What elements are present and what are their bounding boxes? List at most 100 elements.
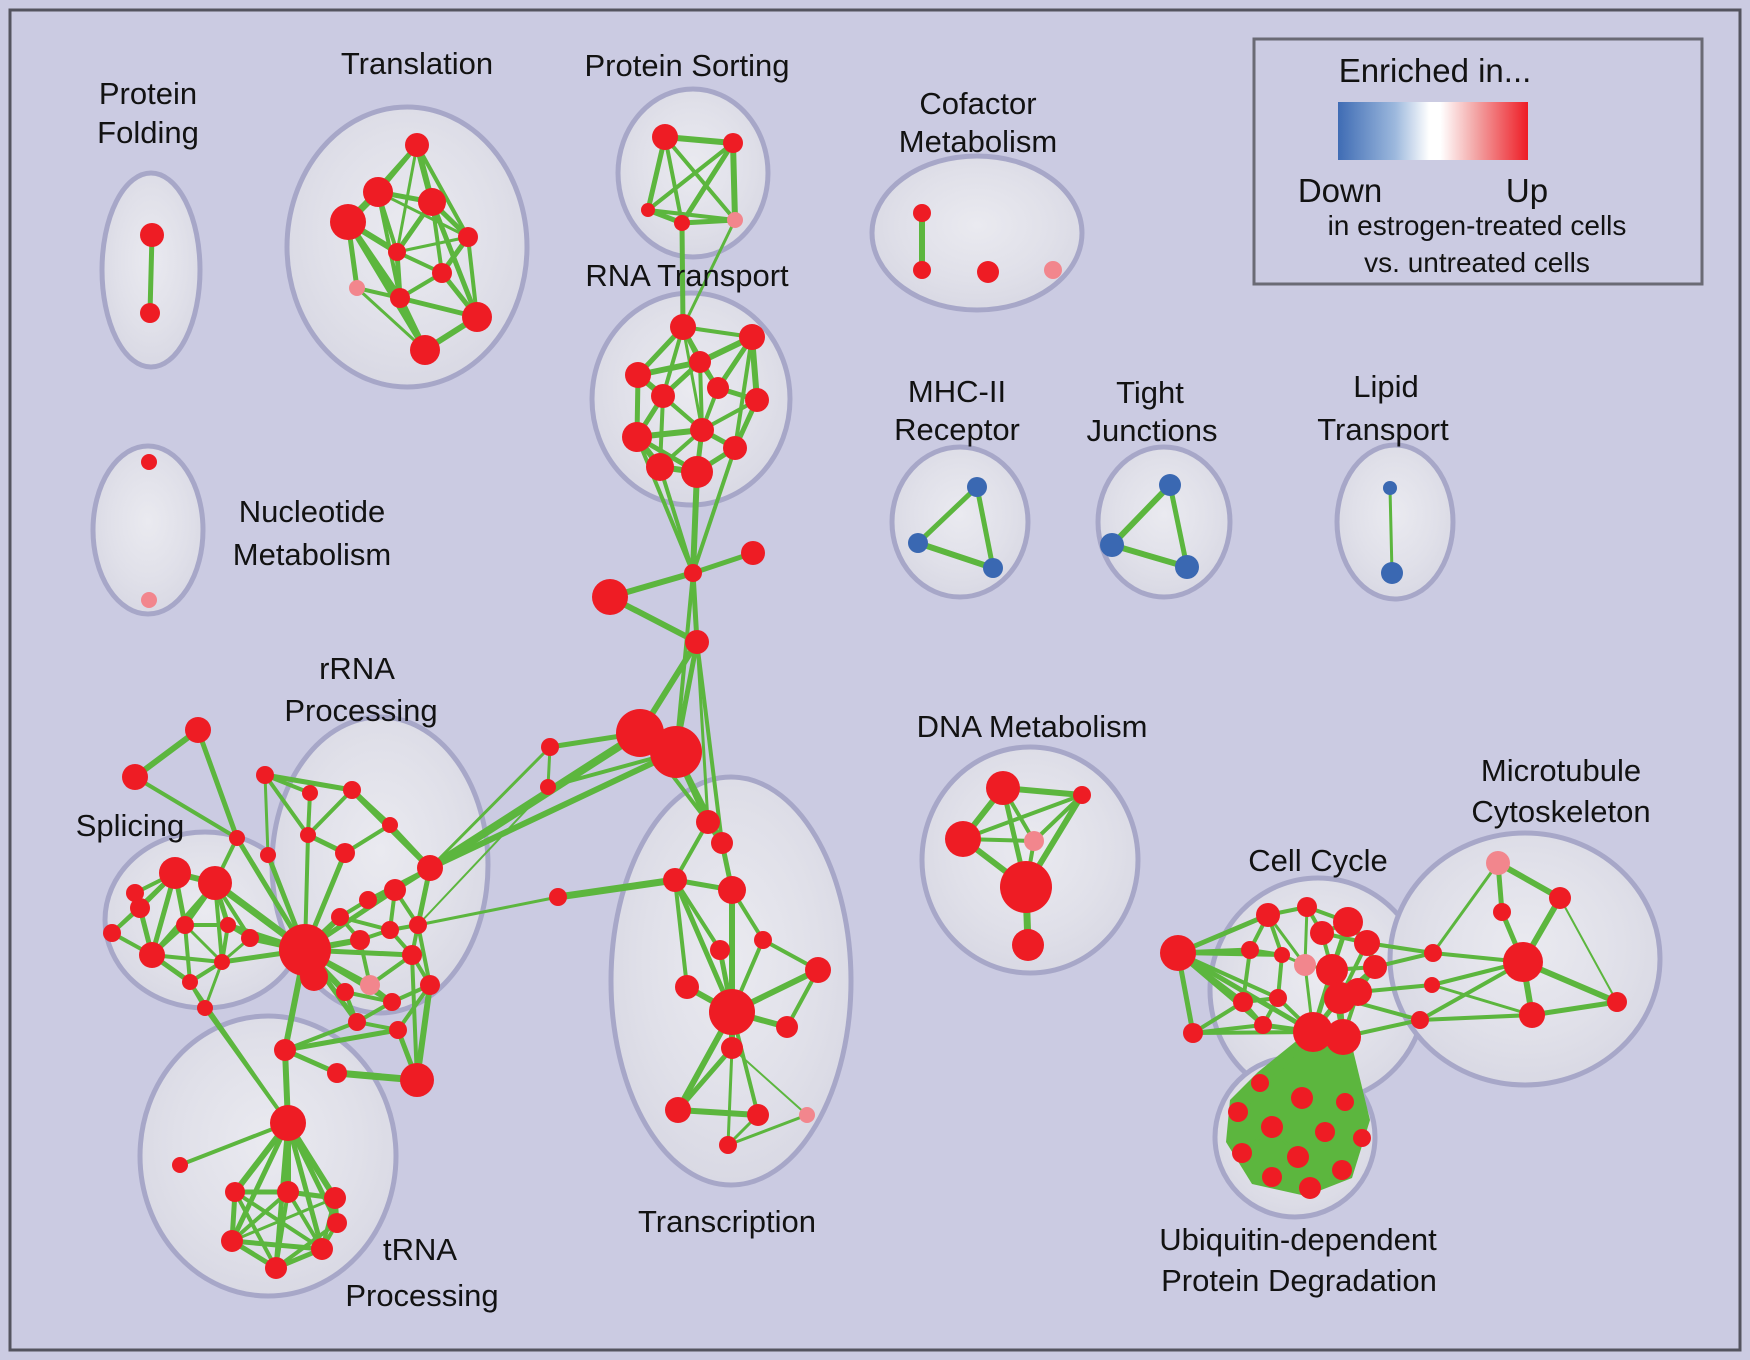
network-edge-tx0-rr15	[416, 895, 560, 927]
network-node-tr1	[405, 133, 429, 157]
network-node-rr17	[402, 945, 422, 965]
network-node-rr7	[417, 855, 443, 881]
cluster-label-protein-sorting-line1: Protein Sorting	[584, 48, 789, 83]
cluster-ellipse-lipid-transport	[1334, 442, 1456, 602]
network-node-r1	[741, 541, 765, 565]
network-node-lt2	[1381, 562, 1403, 584]
cluster-ellipse-nucleotide-metabolism	[90, 443, 206, 617]
network-node-cc17	[1325, 1019, 1361, 1055]
network-node-dm6	[1012, 929, 1044, 961]
network-node-mt5	[1519, 1002, 1545, 1028]
cluster-label-rrna-processing-line2: Processing	[284, 693, 437, 728]
network-node-ub5	[1261, 1116, 1283, 1138]
network-edge-ta2-ta3	[133, 775, 239, 840]
network-node-tr2	[363, 177, 393, 207]
network-edge-tx12-tx13	[675, 1107, 761, 1118]
network-node-ub3	[1336, 1093, 1354, 1111]
network-node-ub10	[1262, 1167, 1282, 1187]
network-node-tr3	[418, 188, 446, 216]
legend-caption-line2: vs. untreated cells	[1364, 247, 1590, 278]
cluster-label-lipid-transport-line1: Lipid	[1353, 369, 1419, 404]
network-node-pf2	[140, 303, 160, 323]
network-node-rr3	[343, 781, 361, 799]
network-node-cc6	[1241, 941, 1259, 959]
network-node-sp6	[103, 924, 121, 942]
network-node-dm3	[945, 821, 981, 857]
network-node-ub4	[1228, 1102, 1248, 1122]
network-edge-j1-t2	[674, 571, 695, 754]
network-node-cc5	[1354, 930, 1380, 956]
network-node-rr6	[382, 817, 398, 833]
cluster-label-microtubule-cytoskeleton-line1: Microtubule	[1481, 753, 1641, 788]
network-node-tx3	[663, 868, 687, 892]
network-edge-s2-rr15	[417, 786, 549, 926]
network-node-sp2	[198, 866, 232, 900]
cluster-label-tight-junctions-line2: Junctions	[1087, 413, 1218, 448]
network-edge-tj2-tj3	[1109, 542, 1190, 570]
network-node-s1	[541, 738, 559, 756]
network-node-tr11	[410, 335, 440, 365]
network-node-sp10	[126, 884, 144, 902]
network-node-rr9b	[300, 963, 328, 991]
network-node-rr15	[409, 916, 427, 934]
network-node-tj2	[1100, 533, 1124, 557]
network-node-rr12	[384, 879, 406, 901]
cluster-label-protein-folding-line1: Protein	[99, 76, 197, 111]
network-edge-tx11-tx14	[731, 1047, 808, 1116]
network-edge-tn5-tn6	[230, 1196, 337, 1243]
cluster-label-rna-transport-line1: RNA Transport	[585, 258, 789, 293]
network-edge-tx11-tx12	[675, 1045, 735, 1113]
figure-border	[8, 8, 1742, 1352]
network-edge-rt8-j1	[635, 435, 695, 575]
network-node-tx1	[696, 810, 720, 834]
cluster-label-microtubule-cytoskeleton-line2: Cytoskeleton	[1471, 794, 1650, 829]
network-node-ub7	[1353, 1129, 1371, 1147]
network-edge-tx11-tx15	[726, 1046, 734, 1147]
network-edge-ta1-ta3	[195, 727, 240, 841]
cluster-label-cell-cycle-line1: Cell Cycle	[1248, 843, 1388, 878]
network-node-ub12	[1299, 1177, 1321, 1199]
network-node-rt2	[739, 324, 765, 350]
network-node-tn0c	[400, 1063, 434, 1097]
network-node-tx14	[799, 1107, 815, 1123]
network-node-cc11	[1233, 992, 1253, 1012]
network-node-cf2	[913, 261, 931, 279]
network-node-cc10	[1363, 955, 1387, 979]
legend-box	[1252, 37, 1704, 286]
network-edge-lt1-lt2	[1388, 486, 1394, 575]
network-edge-tj1-tj2	[1109, 482, 1173, 548]
network-node-tj1	[1159, 474, 1181, 496]
network-node-tn0	[274, 1039, 296, 1061]
network-node-tr10	[462, 302, 492, 332]
network-node-sp5	[220, 917, 236, 933]
network-node-ub1	[1251, 1074, 1269, 1092]
network-node-ps4	[674, 215, 690, 231]
legend: Enriched in... Down Up in estrogen-treat…	[1252, 37, 1704, 286]
network-node-tx4	[718, 876, 746, 904]
network-node-mh2	[908, 533, 928, 553]
network-edge-rr1-rr3	[262, 772, 355, 793]
network-node-tn5	[324, 1187, 346, 1209]
network-edge-tr5-tr6	[395, 235, 470, 254]
network-node-sp8	[182, 974, 198, 990]
cluster-label-cofactor-metabolism-line1: Cofactor	[919, 86, 1036, 121]
network-node-tn2	[172, 1157, 188, 1173]
cluster-label-mhc-ii-receptor-line2: Receptor	[894, 412, 1020, 447]
network-node-tr6	[388, 243, 406, 261]
network-node-cc16	[1293, 1012, 1333, 1052]
cluster-label-dna-metabolism-line1: DNA Metabolism	[917, 709, 1148, 744]
network-edge-bb1-mt1	[1431, 861, 1500, 955]
cluster-label-cofactor-metabolism-line2: Metabolism	[899, 124, 1058, 159]
network-edge-tx8-tx3	[673, 878, 689, 989]
network-node-rt10	[723, 436, 747, 460]
cluster-label-tight-junctions-line1: Tight	[1116, 375, 1184, 410]
network-node-tn8	[265, 1257, 287, 1279]
network-edge-bb3-mt5	[1418, 1013, 1534, 1022]
cluster-label-layer: Protein Folding Translation Protein Sorting…	[76, 46, 1651, 1313]
network-node-dm4	[1024, 831, 1044, 851]
network-edge-ta1-ta2	[132, 727, 201, 780]
network-node-tx11	[721, 1037, 743, 1059]
legend-up-label: Up	[1506, 172, 1548, 209]
network-node-tx8	[675, 975, 699, 999]
network-node-rr5	[335, 843, 355, 863]
